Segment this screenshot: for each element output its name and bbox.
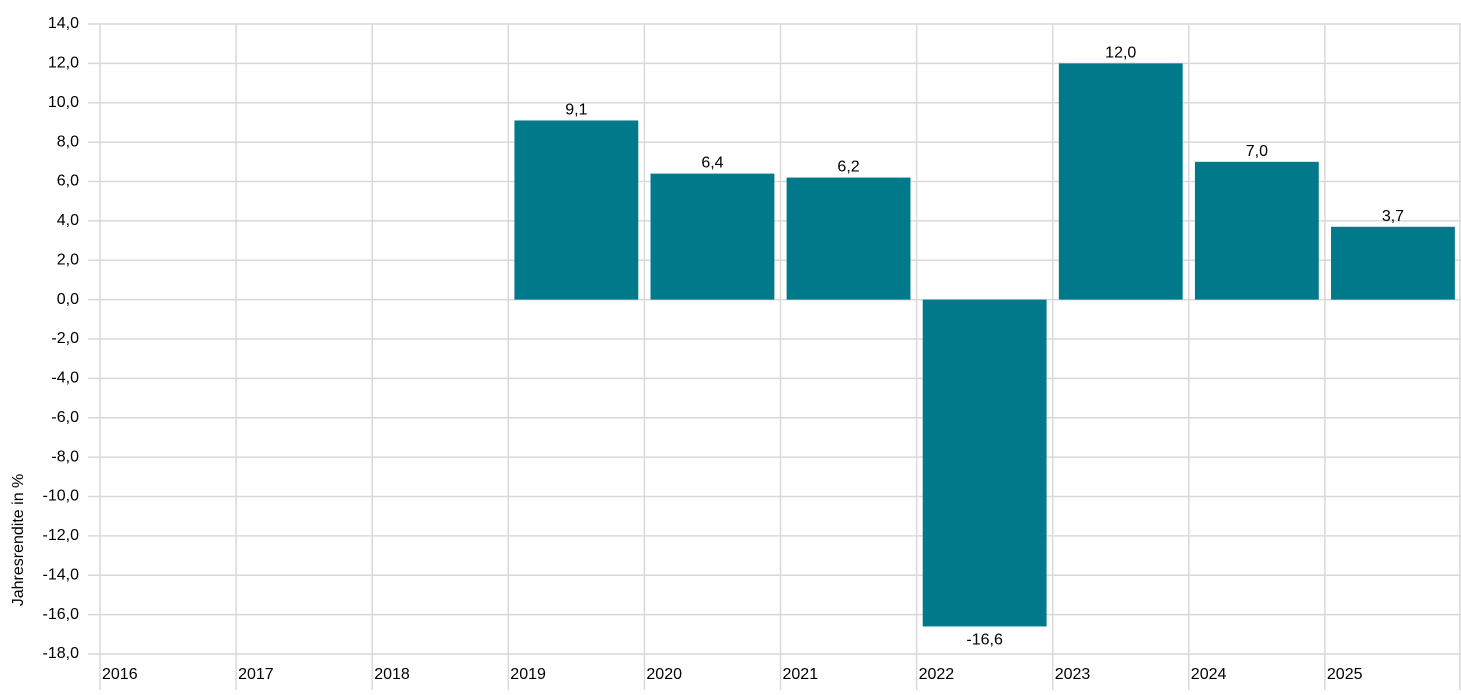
x-tick-label: 2023 (1055, 666, 1091, 683)
x-tick-label: 2016 (102, 666, 138, 683)
y-axis-label: Jahresrendite in % (10, 474, 27, 607)
bar-value-label: 6,4 (701, 155, 723, 172)
y-tick-label: -2,0 (51, 330, 79, 347)
y-tick-label: 2,0 (57, 251, 79, 268)
bar (1058, 63, 1183, 300)
y-tick-label: -16,0 (43, 606, 80, 623)
x-tick-label: 2025 (1327, 666, 1363, 683)
bar (1331, 226, 1455, 300)
horizontal-gridlines (88, 23, 1461, 655)
y-axis-ticks: 14,0 12,0 10,0 8,0 6,0 4,0 2,0 0,0 -2,0 -4,0 -6,0 -… (43, 15, 80, 662)
bar-value-label: 9,1 (565, 101, 587, 118)
x-tick-label: 2024 (1191, 666, 1227, 683)
y-tick-label: -6,0 (51, 409, 79, 426)
x-tick-label: 2019 (510, 666, 546, 683)
bar-value-label: 12,0 (1105, 44, 1136, 61)
bar (650, 173, 775, 300)
x-tick-label: 2020 (646, 666, 682, 683)
y-tick-label: -14,0 (43, 566, 80, 583)
y-tick-label: 6,0 (57, 173, 79, 190)
y-tick-label: -8,0 (51, 448, 79, 465)
y-tick-label: 0,0 (57, 291, 79, 308)
bar (786, 177, 911, 300)
y-tick-label: 4,0 (57, 212, 79, 229)
bar-value-label: -16,6 (966, 631, 1003, 648)
x-tick-label: 2021 (783, 666, 819, 683)
y-tick-label: -4,0 (51, 370, 79, 387)
y-tick-label: 14,0 (48, 15, 79, 32)
bar-value-labels: 9,1 6,4 6,2 -16,6 12,0 7,0 3,7 (565, 44, 1404, 648)
y-tick-label: 10,0 (48, 94, 79, 111)
bar-value-label: 3,7 (1382, 208, 1404, 225)
bars (514, 63, 1455, 627)
y-tick-label: -12,0 (43, 527, 80, 544)
bar (922, 299, 1047, 627)
y-tick-label: -18,0 (43, 645, 80, 662)
y-tick-label: 12,0 (48, 55, 79, 72)
bar (514, 120, 639, 300)
y-tick-label: 8,0 (57, 133, 79, 150)
vertical-gridlines (99, 24, 1461, 690)
x-tick-label: 2022 (919, 666, 955, 683)
x-tick-label: 2018 (374, 666, 410, 683)
y-tick-label: -10,0 (43, 488, 80, 505)
bar-value-label: 7,0 (1246, 143, 1268, 160)
bar-value-label: 6,2 (837, 159, 859, 176)
x-tick-label: 2017 (238, 666, 274, 683)
bar (1194, 161, 1319, 300)
x-axis-ticks: 2016 2017 2018 2019 2020 2021 2022 2023 2024 2025 (102, 666, 1363, 683)
